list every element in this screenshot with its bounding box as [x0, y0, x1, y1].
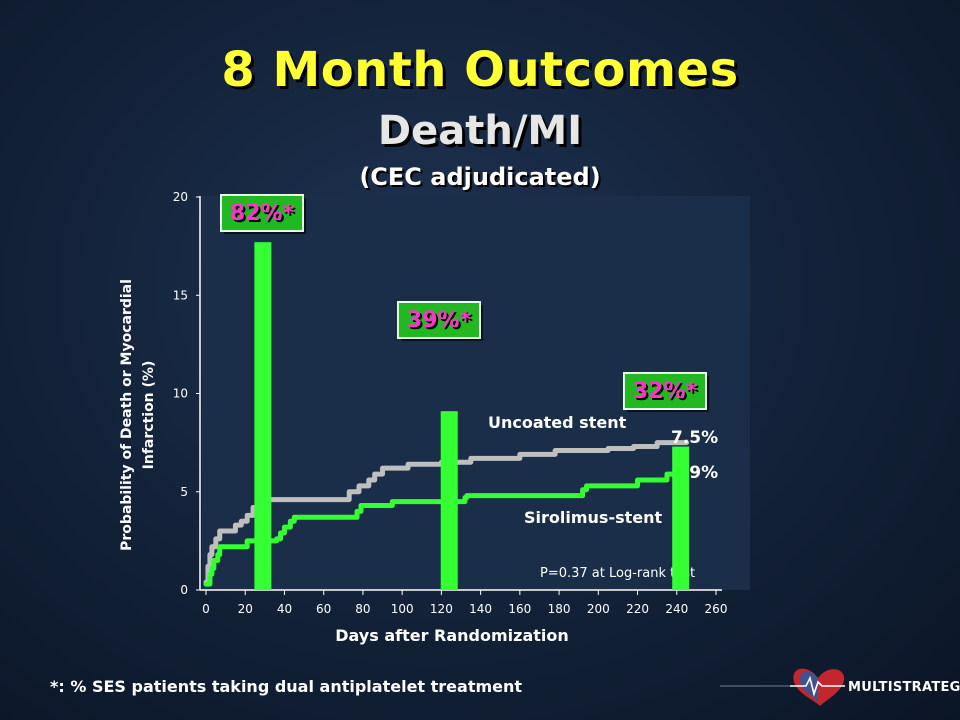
multistrategy-logo: MULTISTRATEGY: [720, 656, 960, 708]
badges-layer: 82%*82%* 39%*39%* 32%*32%*: [220, 194, 709, 412]
x-tick-label: 260: [705, 602, 728, 616]
x-tick-label: 60: [316, 602, 331, 616]
end-label-uncoated: 7.5%: [671, 428, 718, 448]
badge-text-shadow: 82%*: [232, 203, 297, 228]
series-label-uncoated: Uncoated stent: [488, 413, 627, 432]
series-line-uncoated: [203, 440, 690, 585]
badge-box: [397, 301, 481, 339]
p-value-annotation: P=0.37 at Log-rank test: [540, 566, 695, 581]
y-axis-label-line-2: Infarction (%): [141, 361, 157, 470]
x-axis-label: Days after Randomization: [335, 626, 569, 645]
x-ticks: 0 20 40 60 80 100 120 140 160 180 200 220 240 260: [202, 590, 727, 616]
series-label-sirolimus: Sirolimus-stent: [524, 508, 663, 527]
bars-over-layer: [254, 242, 690, 590]
logo-text-strategy: STRATEGY: [892, 680, 960, 695]
x-tick-label: 20: [238, 602, 253, 616]
x-tick-label: 40: [277, 602, 292, 616]
logo-text: MULTISTRATEGY: [848, 680, 960, 695]
series-layer: [203, 440, 690, 587]
y-axis-label-line-1: Probability of Death or Myocardial: [119, 279, 135, 551]
y-tick-label: 10: [173, 387, 188, 401]
y-ticks: 0 5 10 15 20: [173, 190, 200, 597]
badge-text-shadow: 39%*: [409, 310, 474, 335]
badge-text: 82%*: [230, 201, 295, 226]
y-tick-label: 0: [180, 583, 188, 597]
x-tick-label: 140: [469, 602, 492, 616]
percentage-badge-2: 39%*39%*: [397, 301, 483, 341]
y-tick-label: 15: [173, 288, 188, 302]
badge-box: [220, 194, 304, 232]
footnote: *: % SES patients taking dual antiplatel…: [50, 677, 523, 696]
slide-title: 8 Month Outcomes: [221, 42, 739, 98]
x-tick-label: 0: [202, 602, 210, 616]
x-tick-label: 240: [665, 602, 688, 616]
slide-subsubtitle: (CEC adjudicated): [359, 163, 601, 191]
antiplatelet-bar-2: [440, 411, 458, 590]
x-tick-label: 220: [626, 602, 649, 616]
slide-subtitle: Death/MI: [377, 108, 583, 154]
series-line-sirolimus: [203, 471, 690, 587]
antiplatelet-bar-1: [254, 242, 272, 590]
badge-text: 39%*: [407, 308, 472, 333]
y-axis-label-group: Probability of Death or Myocardial Infar…: [119, 279, 157, 551]
logo-heart-icon: [720, 668, 845, 706]
x-tick-label: 120: [430, 602, 453, 616]
percentage-badge-3: 32%*32%*: [623, 372, 709, 412]
y-tick-label: 20: [173, 190, 188, 204]
x-tick-label: 180: [548, 602, 571, 616]
badge-box: [623, 372, 707, 410]
percentage-badge-1: 82%*82%*: [220, 194, 306, 234]
logo-text-multi: MULTI: [848, 680, 893, 695]
y-tick-label: 5: [180, 485, 188, 499]
badge-text-shadow: 32%*: [635, 381, 700, 406]
x-tick-label: 100: [391, 602, 414, 616]
badge-text: 32%*: [633, 379, 698, 404]
x-tick-label: 200: [587, 602, 610, 616]
antiplatelet-bar-3: [672, 446, 690, 590]
x-tick-label: 160: [508, 602, 531, 616]
x-tick-label: 80: [355, 602, 370, 616]
